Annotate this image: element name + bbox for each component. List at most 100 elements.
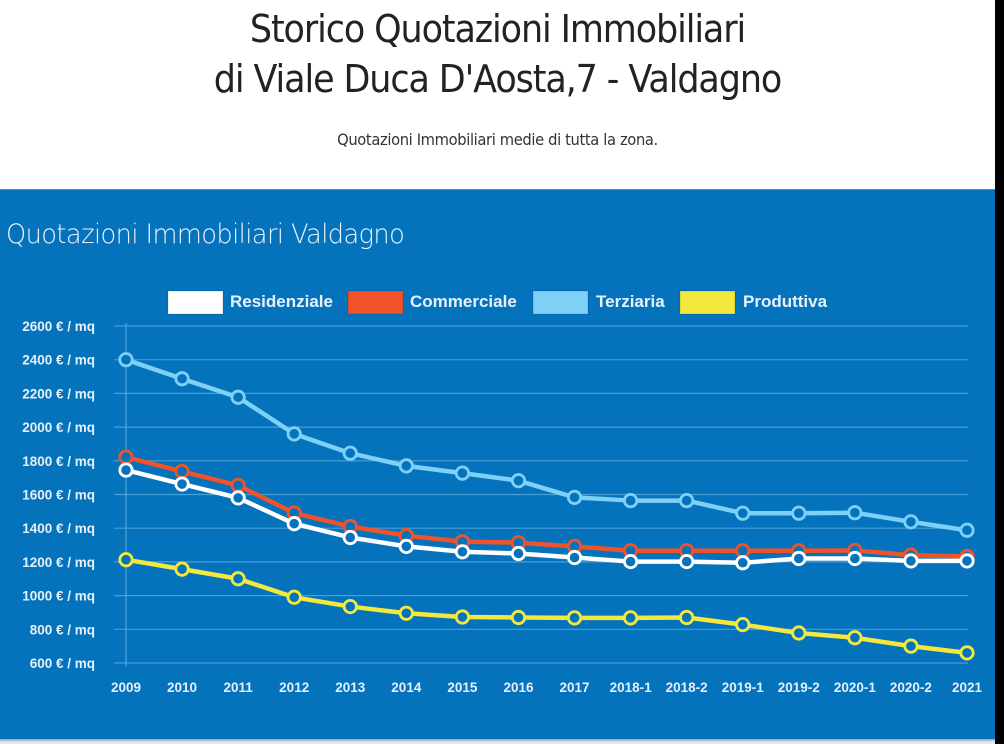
x-tick-label: 2021 [952,680,983,695]
x-tick-label: 2012 [279,680,309,695]
y-tick-label: 1400 € / mq [22,521,95,536]
data-point [735,616,751,633]
data-point [174,561,190,577]
legend-swatch [532,290,589,315]
y-tick-label: 1600 € / mq [22,488,95,503]
data-point [286,589,302,605]
page-header: Storico Quotazioni Immobiliari di Viale … [0,0,995,189]
data-point [791,505,807,521]
legend-item-terziaria: Terziaria [532,290,665,315]
data-point [566,549,583,566]
data-point [454,465,470,481]
chart-legend: Residenziale Commerciale Terziaria Produtti… [167,290,828,315]
x-tick-label: 2020-2 [890,680,932,695]
data-point [230,477,246,494]
data-point [622,492,639,509]
data-point [903,638,919,654]
data-point [679,492,695,509]
chart-panel: Quotazioni Immobiliari Valdagno [0,189,995,739]
x-tick-label: 2017 [560,680,590,695]
data-point [847,550,863,567]
series-terziaria [118,352,975,538]
data-point [566,489,583,505]
chart-grid [114,323,968,667]
data-point [847,505,863,521]
data-point [679,609,695,626]
data-point [454,544,470,560]
data-point [510,545,527,562]
chart-series [118,352,975,661]
data-point [342,529,358,546]
x-axis-ticks: 2009 2010 2011 2012 2013 2014 2015 2016 2017 2018… [111,680,983,695]
y-axis-ticks: 600 € / mq 800 € / mq 1000 € / mq 1200 € / … [22,319,95,671]
x-tick-label: 2010 [167,680,197,695]
series-line [123,357,970,533]
legend-swatch [347,290,404,315]
data-point [230,490,246,506]
chart-title: Quotazioni Immobiliari Valdagno [6,219,405,250]
series-produttiva [118,552,975,661]
data-point [735,543,751,559]
series-line [123,557,970,656]
series-line [123,454,970,559]
data-point [735,505,751,521]
y-tick-label: 2000 € / mq [22,420,95,435]
y-tick-label: 600 € / mq [30,656,95,671]
x-tick-label: 2019-2 [778,680,820,695]
bottom-divider [0,739,995,744]
data-point [959,553,975,569]
data-point [174,463,190,480]
data-point [230,389,246,405]
data-point [791,550,807,567]
data-point [959,645,975,661]
y-tick-label: 2600 € / mq [22,319,95,334]
x-tick-label: 2019-1 [722,680,765,695]
legend-label: Terziaria [596,292,665,311]
line-chart: 600 € / mq 800 € / mq 1000 € / mq 1200 € / … [22,290,983,695]
data-point [398,538,414,554]
data-point [566,610,583,626]
data-point [510,609,527,626]
data-point [903,553,919,569]
data-point [118,552,134,568]
legend-label: Produttiva [743,292,828,311]
legend-label: Residenziale [230,292,333,311]
x-tick-label: 2020-1 [834,680,877,695]
page-title: Storico Quotazioni Immobiliari di Viale … [40,4,955,104]
x-tick-label: 2018-1 [610,680,653,695]
y-tick-label: 2400 € / mq [22,353,95,368]
y-tick-label: 1000 € / mq [22,589,95,604]
data-point [735,555,751,571]
data-point [959,522,975,538]
data-point [622,553,639,570]
legend-swatch [679,290,736,315]
x-tick-label: 2009 [111,680,141,695]
data-point [454,609,470,625]
data-point [118,352,134,368]
data-point [622,610,639,626]
data-point [398,605,414,621]
x-tick-label: 2018-2 [666,680,708,695]
series-commerciale [118,449,975,565]
page-title-line2: di Viale Duca D'Aosta,7 - Valdagno [213,57,782,101]
y-tick-label: 800 € / mq [30,622,95,637]
data-point [342,598,358,615]
x-tick-label: 2015 [447,680,478,695]
data-point [286,426,302,442]
y-tick-label: 1200 € / mq [22,555,95,570]
data-point [230,571,246,587]
y-tick-label: 1800 € / mq [22,454,95,469]
data-point [903,514,919,530]
data-point [847,630,863,646]
page-title-line1: Storico Quotazioni Immobiliari [249,7,746,51]
data-point [791,625,807,641]
legend-label: Commerciale [410,292,517,311]
data-point [342,445,358,461]
legend-item-produttiva: Produttiva [679,290,828,315]
x-tick-label: 2011 [223,680,253,695]
data-point [174,371,190,387]
series-line [123,467,970,565]
data-point [174,476,190,492]
x-tick-label: 2016 [503,680,534,695]
legend-item-commerciale: Commerciale [347,290,517,315]
